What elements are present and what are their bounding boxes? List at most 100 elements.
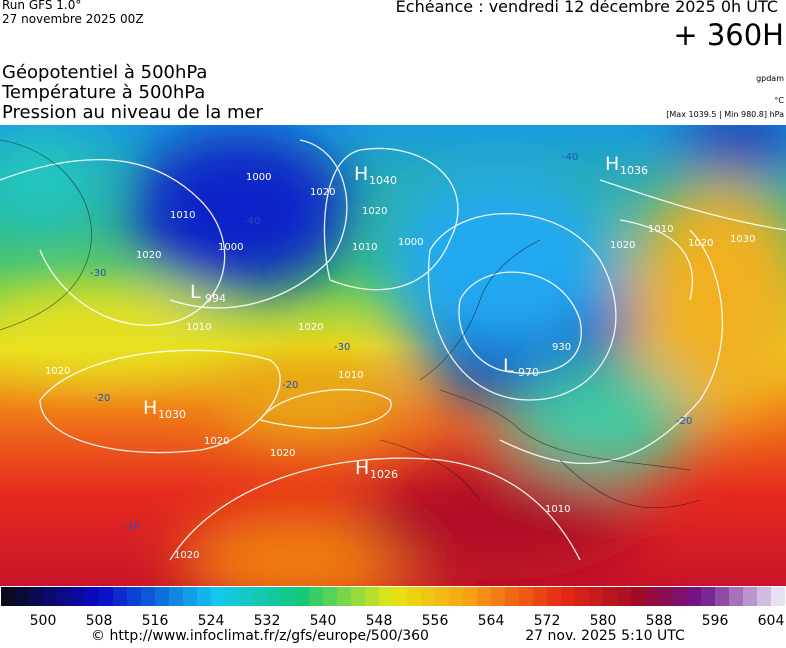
colorbar-swatch	[85, 587, 99, 606]
isobar-label: 1020	[204, 436, 229, 447]
center-value: 1030	[158, 408, 186, 421]
unit: °C	[774, 96, 784, 105]
colorbar-swatch	[729, 587, 743, 606]
colorbar-label: 580	[590, 613, 617, 629]
colorbar-label: 588	[646, 613, 673, 629]
colorbar-swatch	[57, 587, 71, 606]
unit: gpdam	[756, 74, 784, 83]
isobar-label: 1010	[648, 224, 673, 235]
temperature-label: -40	[244, 216, 260, 227]
colorbar-swatch	[435, 587, 449, 606]
pressure-range: [Max 1039.5 | Min 980.8] hPa	[666, 110, 784, 119]
colorbar-label: 572	[534, 613, 561, 629]
temperature-label: -30	[334, 342, 350, 353]
field: Température à 500hPa	[2, 82, 206, 103]
colorbar-swatch	[715, 587, 729, 606]
colorbar-label: 540	[310, 613, 337, 629]
colorbar-swatch	[561, 587, 575, 606]
colorbar-swatch	[43, 587, 57, 606]
isobar-label: 1010	[170, 210, 195, 221]
colorbar-label: 532	[254, 613, 281, 629]
field: Géopotentiel à 500hPa	[2, 62, 208, 83]
run-date: 27 novembre 2025 00Z	[2, 12, 144, 26]
colorbar-swatch	[491, 587, 505, 606]
temperature-label: -30	[90, 268, 106, 279]
colorbar-label: 508	[86, 613, 113, 629]
center-letter: L	[190, 281, 201, 303]
center-letter: H	[354, 163, 368, 185]
colorbar-label: 516	[142, 613, 169, 629]
colorbar-swatch	[225, 587, 239, 606]
colorbar-label: 556	[422, 613, 449, 629]
temperature-field	[0, 125, 786, 586]
colorbar-swatch	[295, 587, 309, 606]
colorbar-label: 548	[366, 613, 393, 629]
isobar-label: 1020	[298, 322, 323, 333]
colorbar-swatch	[519, 587, 533, 606]
colorbar-swatch	[155, 587, 169, 606]
echeance: Echéance : vendredi 12 décembre 2025 0h …	[395, 0, 778, 16]
colorbar-swatch	[99, 587, 113, 606]
colorbar-swatch	[337, 587, 351, 606]
isobar-label: 1020	[270, 448, 295, 459]
isobar-label: 930	[552, 342, 571, 353]
isobar-label: 1020	[610, 240, 635, 251]
colorbar-swatch	[645, 587, 659, 606]
colorbar-swatch	[771, 587, 785, 606]
colorbar-swatch	[15, 587, 29, 606]
isobar-label: 1000	[398, 237, 423, 248]
colorbar-swatch	[211, 587, 225, 606]
colorbar-swatch	[603, 587, 617, 606]
isobar-label: 1000	[218, 242, 243, 253]
isobar-label: 1020	[136, 250, 161, 261]
center-value: 1036	[620, 164, 648, 177]
isobar-label: 1020	[174, 550, 199, 561]
colorbar-swatch	[239, 587, 253, 606]
colorbar-swatch	[1, 587, 15, 606]
colorbar-swatch	[617, 587, 631, 606]
isobar-label: 1020	[310, 187, 335, 198]
colorbar-swatch	[575, 587, 589, 606]
colorbar-swatch	[477, 587, 491, 606]
temperature-label: -10	[124, 521, 140, 532]
colorbar-swatch	[659, 587, 673, 606]
colorbar-swatch	[407, 587, 421, 606]
colorbar-swatch	[505, 587, 519, 606]
colorbar-swatch	[743, 587, 757, 606]
temperature-label: -20	[282, 380, 298, 391]
colorbar-swatch	[197, 587, 211, 606]
colorbar-swatch	[29, 587, 43, 606]
center-value: 1026	[370, 468, 398, 481]
center-value: 1040	[369, 174, 397, 187]
temperature-label: -20	[94, 393, 110, 404]
colorbar-swatch	[533, 587, 547, 606]
isobar-label: 1010	[338, 370, 363, 381]
colorbar-swatch	[351, 587, 365, 606]
colorbar-swatch	[309, 587, 323, 606]
colorbar-swatch	[673, 587, 687, 606]
colorbar-label: 500	[30, 613, 57, 629]
colorbar-swatch	[127, 587, 141, 606]
colorbar-swatch	[701, 587, 715, 606]
colorbar-swatch	[421, 587, 435, 606]
temperature-label: -40	[562, 152, 578, 163]
colorbar-swatch	[547, 587, 561, 606]
center-letter: H	[355, 457, 369, 479]
center-letter: H	[143, 397, 157, 419]
colorbar-swatch	[323, 587, 337, 606]
isobar-label: 1010	[352, 242, 377, 253]
center-letter: H	[605, 153, 619, 175]
isobar-label: 1000	[246, 172, 271, 183]
center-value: 994	[205, 292, 226, 305]
colorbar-swatch	[71, 587, 85, 606]
colorbar-label: 596	[702, 613, 729, 629]
colorbar-label: 604	[758, 613, 785, 629]
colorbar-swatch	[393, 587, 407, 606]
colorbar-label: 524	[198, 613, 225, 629]
field: Pression au niveau de la mer	[2, 102, 263, 123]
colorbar-swatch	[267, 587, 281, 606]
colorbar-swatch	[463, 587, 477, 606]
isobar-label: 1020	[688, 238, 713, 249]
